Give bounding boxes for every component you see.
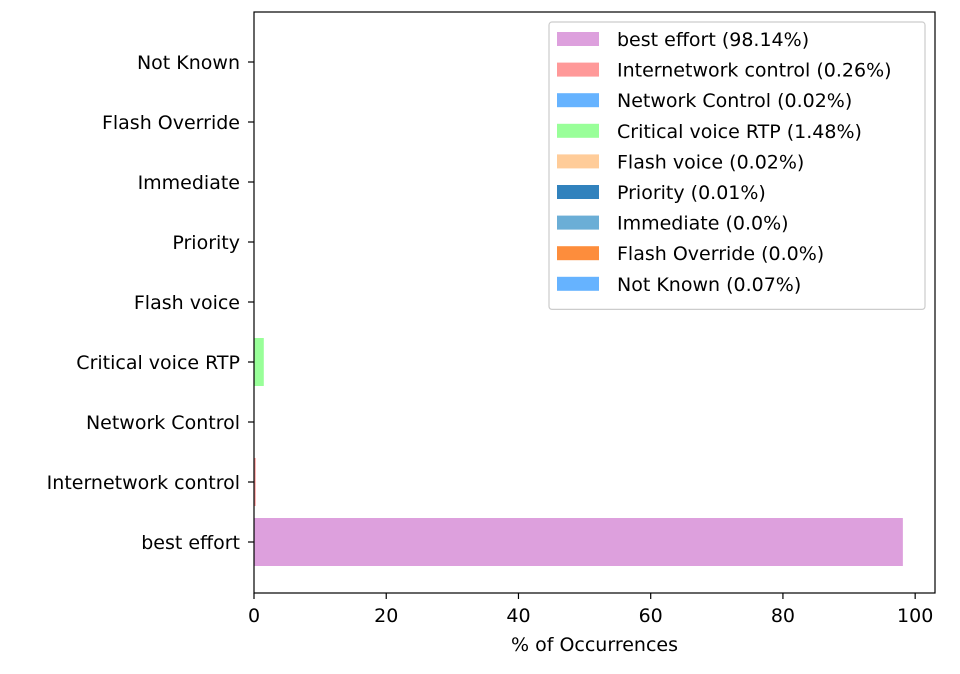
x-tick-label: 20 bbox=[374, 605, 398, 627]
x-tick-label: 40 bbox=[506, 605, 530, 627]
legend-box bbox=[548, 21, 926, 310]
bar bbox=[254, 458, 256, 506]
legend-swatch bbox=[557, 276, 599, 291]
x-tick-label: 0 bbox=[248, 605, 260, 627]
legend-label: Internetwork control (0.26%) bbox=[617, 60, 892, 82]
legend-label: Priority (0.01%) bbox=[617, 182, 766, 204]
bars-group bbox=[254, 38, 903, 566]
x-tick-label: 80 bbox=[771, 605, 795, 627]
legend-swatch bbox=[557, 154, 599, 169]
legend-label: Critical voice RTP (1.48%) bbox=[617, 121, 862, 143]
legend-label: Not Known (0.07%) bbox=[617, 274, 801, 296]
legend-swatch bbox=[557, 62, 599, 77]
y-tick-label: Internetwork control bbox=[47, 472, 240, 494]
y-tick-label: Not Known bbox=[137, 52, 240, 74]
legend-swatch bbox=[557, 93, 599, 108]
bar bbox=[254, 518, 903, 566]
legend-swatch bbox=[557, 123, 599, 138]
y-tick-label: Flash voice bbox=[134, 292, 240, 314]
y-tick-label: Flash Override bbox=[102, 112, 240, 134]
bar bbox=[254, 338, 264, 386]
legend-label: Flash Override (0.0%) bbox=[617, 243, 824, 265]
legend-label: best effort (98.14%) bbox=[617, 29, 809, 51]
y-tick-label: Network Control bbox=[86, 412, 240, 434]
legend-swatch bbox=[557, 246, 599, 261]
plot-frame bbox=[253, 11, 936, 594]
x-axis-ticks: 0 20 40 60 80 100 bbox=[248, 593, 933, 627]
legend-swatch bbox=[557, 32, 599, 46]
legend-swatch bbox=[557, 215, 599, 230]
legend-label: Flash voice (0.02%) bbox=[617, 151, 804, 173]
y-tick-label: best effort bbox=[141, 532, 240, 554]
y-tick-label: Immediate bbox=[138, 172, 240, 194]
x-tick-label: 100 bbox=[897, 605, 933, 627]
legend-swatch bbox=[557, 185, 599, 199]
y-tick-label: Priority bbox=[172, 232, 240, 254]
legend-label: Network Control (0.02%) bbox=[617, 90, 852, 112]
y-axis-ticks: best effort Internetwork control Network C… bbox=[47, 52, 254, 554]
legend-label: Immediate (0.0%) bbox=[617, 213, 789, 235]
x-axis-label: % of Occurrences bbox=[511, 634, 678, 656]
legend: best effort (98.14%) Internetwork control… bbox=[548, 21, 926, 310]
y-tick-label: Critical voice RTP bbox=[76, 352, 240, 374]
x-tick-label: 60 bbox=[639, 605, 663, 627]
